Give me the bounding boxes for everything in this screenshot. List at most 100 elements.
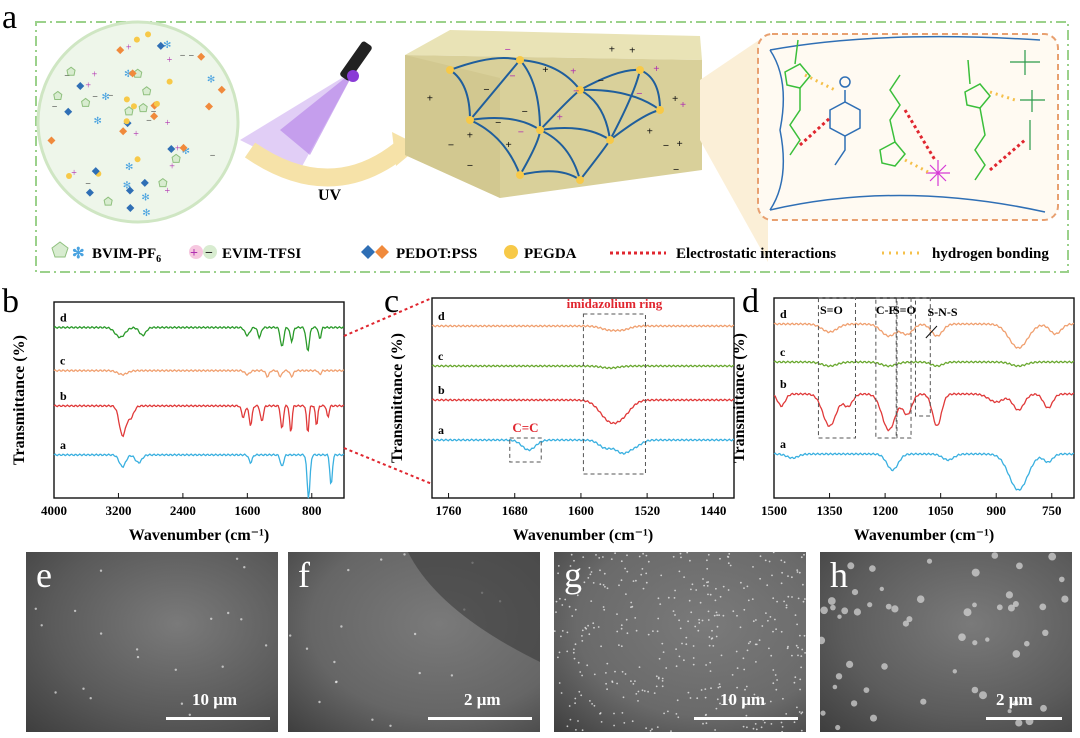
particle-dot: [783, 600, 785, 603]
series-label: c: [780, 345, 786, 359]
particle-dot: [797, 597, 800, 600]
x-tick-label: 900: [986, 503, 1006, 518]
network-chain: [519, 59, 541, 131]
particle-dot: [714, 599, 717, 602]
solution-particle: −: [108, 90, 114, 101]
particle-dot: [800, 712, 803, 715]
legend-pegda: PEGDA: [504, 245, 577, 262]
series-label: a: [780, 437, 786, 451]
legend-bvim: ✻ BVIM-PF6: [51, 241, 161, 265]
ftir-panels: b c d 4000 3200 2400 1600 800 Wavenumber (cm⁻…: [2, 283, 1075, 544]
solution-particle: [119, 127, 128, 136]
particle-dot: [99, 569, 103, 572]
particle-dot: [780, 559, 783, 562]
particle-dot: [701, 619, 704, 622]
particle-dot: [1040, 704, 1047, 712]
particle-dot: [835, 673, 843, 680]
particle-dot: [630, 601, 633, 604]
particle-dot: [736, 667, 739, 669]
particle-dot: [659, 603, 662, 605]
x-tick-label: 750: [1042, 503, 1062, 518]
particle-dot: [794, 614, 797, 616]
solution-particle: +: [85, 80, 91, 91]
particle-dot: [1061, 595, 1069, 603]
particle-dot: [620, 560, 623, 563]
particle-dot: [781, 571, 783, 574]
particle-dot: [600, 645, 602, 648]
particle-dot: [674, 589, 676, 592]
particle-dot: [592, 622, 595, 625]
solution-particle: [124, 106, 134, 116]
network-chain: [449, 57, 521, 71]
particle-dot: [660, 574, 663, 577]
zoom-connector-bottom: [343, 447, 433, 485]
particle-dot: [581, 640, 584, 642]
particle-dot: [837, 614, 842, 619]
particle-dot: [450, 674, 454, 677]
particle-dot: [566, 631, 569, 634]
particle-dot: [564, 598, 567, 601]
particle-dot: [635, 693, 638, 695]
series-label: b: [60, 389, 67, 403]
particle-dot: [707, 553, 710, 556]
particle-dot: [575, 729, 577, 731]
particle-dot: [902, 620, 909, 627]
scale-bar-label: 10 μm: [720, 690, 766, 709]
particle-dot: [722, 614, 725, 617]
particle-dot: [727, 589, 730, 591]
particle-dot: [593, 626, 595, 629]
particle-dot: [745, 714, 748, 717]
particle-dot: [704, 714, 707, 716]
solution-particle: ✻: [142, 208, 150, 219]
particle-dot: [881, 663, 888, 670]
ion-marker: −: [636, 88, 642, 100]
series-label: d: [60, 310, 67, 324]
particle-dot: [647, 633, 650, 636]
particle-dot: [799, 678, 802, 681]
particle-dot: [670, 730, 672, 732]
particle-dot: [740, 581, 742, 584]
particle-dot: [820, 710, 826, 716]
band-label: C-F: [876, 303, 896, 317]
sem-image-e: e 10 μm: [26, 552, 278, 732]
particle-dot: [413, 632, 417, 636]
particle-dot: [566, 650, 569, 653]
particle-dot: [626, 570, 629, 573]
particle-dot: [802, 583, 804, 586]
series-label: a: [438, 423, 444, 437]
particle-dot: [743, 705, 746, 707]
legend-electrostatic: Electrostatic interactions: [610, 246, 836, 262]
particle-dot: [709, 670, 712, 672]
particle-dot: [801, 711, 804, 714]
particle-dot: [794, 676, 797, 679]
particle-dot: [705, 664, 707, 666]
particle-dot: [577, 661, 580, 664]
chart-b: 4000 3200 2400 1600 800 Wavenumber (cm⁻¹) Tran…: [11, 301, 345, 544]
particle-dot: [796, 569, 799, 571]
particle-dot: [711, 637, 714, 639]
solution-particle: [217, 85, 226, 94]
solution-particle: −: [188, 51, 194, 62]
plus-icon: [189, 245, 203, 259]
particle-dot: [776, 600, 778, 603]
network-chain: [579, 88, 661, 111]
solution-particle: −: [180, 50, 186, 61]
particle-dot: [734, 697, 737, 700]
particle-dot: [136, 655, 140, 659]
sem-image-h: h 2 μm: [820, 552, 1072, 732]
interaction-zoom-box: [757, 33, 1059, 221]
band-label: S=O: [893, 303, 916, 317]
c-c-label: C=C: [512, 420, 538, 435]
particle-dot: [618, 644, 620, 646]
particle-dot: [589, 573, 592, 576]
particle-dot: [783, 561, 786, 564]
particle-dot: [590, 600, 593, 602]
particle-dot: [573, 657, 576, 660]
particle-dot: [578, 690, 581, 693]
particle-dot: [581, 635, 583, 637]
solution-particle: [103, 196, 113, 206]
particle-dot: [772, 597, 775, 600]
legend-pegda-label: PEGDA: [524, 246, 577, 262]
particle-dot: [793, 721, 796, 724]
solution-particle: [53, 90, 63, 100]
